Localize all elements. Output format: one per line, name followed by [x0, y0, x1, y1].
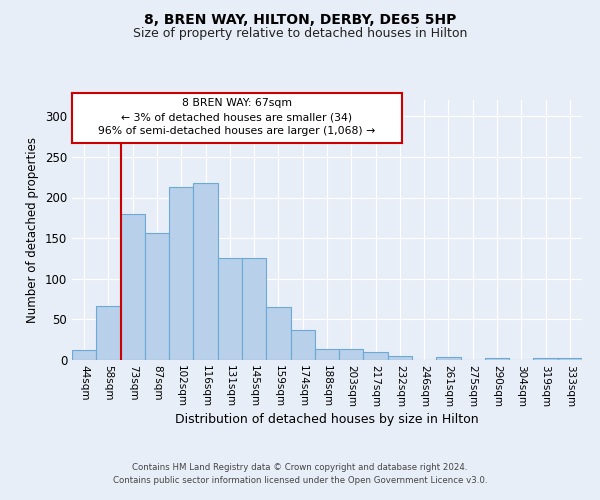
Bar: [485, 358, 509, 360]
Bar: [290, 330, 315, 360]
Bar: [315, 348, 339, 360]
Bar: [145, 233, 169, 360]
Bar: [436, 357, 461, 360]
Bar: [364, 352, 388, 360]
Bar: [242, 258, 266, 360]
Bar: [121, 214, 145, 360]
Text: Size of property relative to detached houses in Hilton: Size of property relative to detached ho…: [133, 28, 467, 40]
Bar: [266, 307, 290, 360]
Text: Contains HM Land Registry data © Crown copyright and database right 2024.: Contains HM Land Registry data © Crown c…: [132, 464, 468, 472]
Text: Contains public sector information licensed under the Open Government Licence v3: Contains public sector information licen…: [113, 476, 487, 485]
Bar: [96, 306, 121, 360]
Y-axis label: Number of detached properties: Number of detached properties: [26, 137, 40, 323]
Bar: [193, 183, 218, 360]
Bar: [218, 258, 242, 360]
Bar: [169, 187, 193, 360]
Bar: [533, 358, 558, 360]
Text: 8 BREN WAY: 67sqm
← 3% of detached houses are smaller (34)
96% of semi-detached : 8 BREN WAY: 67sqm ← 3% of detached house…: [98, 98, 376, 136]
Bar: [388, 356, 412, 360]
Bar: [339, 350, 364, 360]
Bar: [72, 350, 96, 360]
Text: 8, BREN WAY, HILTON, DERBY, DE65 5HP: 8, BREN WAY, HILTON, DERBY, DE65 5HP: [144, 12, 456, 26]
Bar: [558, 358, 582, 360]
X-axis label: Distribution of detached houses by size in Hilton: Distribution of detached houses by size …: [175, 412, 479, 426]
